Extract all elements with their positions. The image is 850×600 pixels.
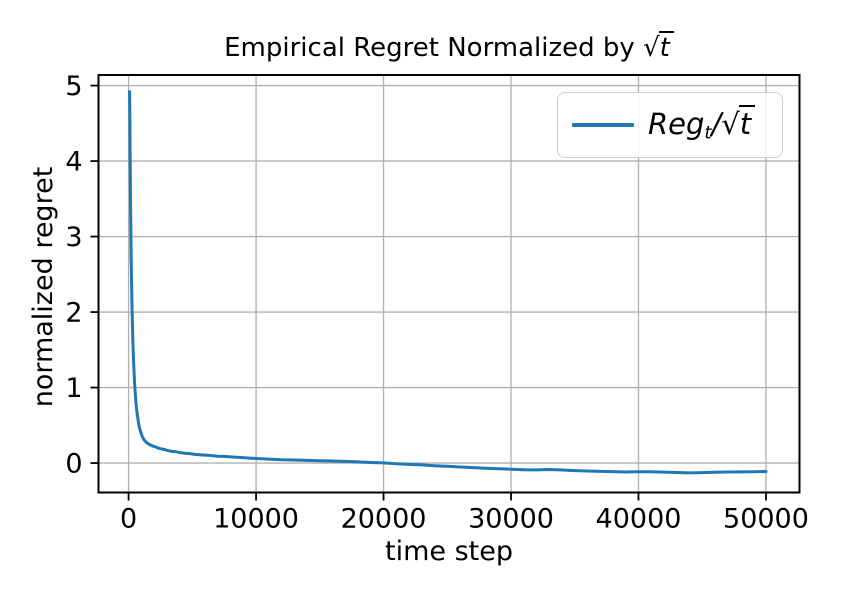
chart-title-radicand: t — [658, 31, 674, 63]
chart-title-text: Empirical Regret Normalized by — [224, 33, 644, 63]
x-tick-label: 40000 — [596, 504, 682, 535]
axis-frame — [97, 74, 801, 494]
x-tick-label: 50000 — [723, 504, 809, 535]
series-line — [128, 90, 768, 475]
legend-label-radicand: t — [738, 104, 756, 141]
legend-label-subscript: t — [704, 122, 712, 144]
y-tick-label: 4 — [65, 147, 82, 178]
legend-line-sample — [572, 123, 634, 127]
y-tick-label: 2 — [65, 298, 82, 329]
y-tick-label: 3 — [65, 222, 82, 253]
sqrt-icon: √ — [721, 106, 740, 141]
legend: Regt/√t — [557, 92, 783, 158]
x-axis-label: time step — [385, 536, 513, 567]
chart-title: Empirical Regret Normalized by √t — [98, 30, 800, 66]
y-tick-label: 5 — [65, 71, 82, 102]
tick-labels: 0 10000 20000 30000 40000 50000 0 1 2 3 4 5 — [65, 71, 809, 534]
y-tick-label: 0 — [65, 449, 82, 480]
x-tick-label: 10000 — [213, 504, 299, 535]
legend-label-name: Reg — [648, 106, 705, 141]
x-tick-label: 20000 — [341, 504, 427, 535]
x-tick-label: 30000 — [468, 504, 554, 535]
legend-label-divider: / — [711, 106, 722, 141]
y-axis-label: normalized regret — [28, 166, 59, 408]
y-tick-label: 1 — [65, 373, 82, 404]
sqrt-icon: √ — [643, 33, 660, 63]
axis-ticks — [90, 84, 767, 501]
legend-label: Regt/√t — [648, 104, 756, 144]
x-tick-label: 0 — [120, 504, 137, 535]
